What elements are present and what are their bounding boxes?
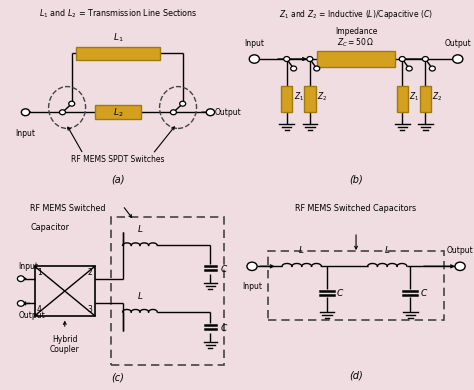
Text: Input: Input <box>16 129 36 138</box>
Text: $L_1$: $L_1$ <box>113 31 123 44</box>
Text: Hybrid
Coupler: Hybrid Coupler <box>50 335 80 354</box>
Text: 4: 4 <box>37 305 42 314</box>
Text: $Z_1$ and $Z_2$ = Inductive ($L$)/Capacitive ($C$): $Z_1$ and $Z_2$ = Inductive ($L$)/Capaci… <box>279 8 433 21</box>
Bar <box>95 105 141 119</box>
Circle shape <box>171 110 176 115</box>
Text: $Z_1$: $Z_1$ <box>409 91 419 103</box>
Circle shape <box>206 109 215 116</box>
Text: (b): (b) <box>349 175 363 184</box>
Text: $L$: $L$ <box>299 244 305 255</box>
Circle shape <box>314 66 320 71</box>
Text: (d): (d) <box>349 370 363 380</box>
Bar <box>397 86 408 112</box>
Text: 2: 2 <box>88 268 92 277</box>
Text: (a): (a) <box>111 175 125 184</box>
Text: $Z_2$: $Z_2$ <box>432 91 443 103</box>
Text: Input: Input <box>18 262 38 271</box>
Circle shape <box>284 57 290 62</box>
Text: Impedance: Impedance <box>335 27 377 35</box>
Text: $Z_C = 50\,\Omega$: $Z_C = 50\,\Omega$ <box>337 37 374 50</box>
Text: Output: Output <box>447 246 474 255</box>
Circle shape <box>429 66 435 71</box>
Text: $C$: $C$ <box>219 263 228 274</box>
Text: $L$: $L$ <box>137 223 143 234</box>
Circle shape <box>180 101 186 106</box>
Circle shape <box>18 276 24 282</box>
Text: Input: Input <box>244 39 264 48</box>
Text: $Z_2$: $Z_2$ <box>317 91 327 103</box>
Bar <box>35 266 95 316</box>
Circle shape <box>21 109 30 116</box>
Circle shape <box>247 262 257 271</box>
Text: $L_1$ and $L_2$ = Transmission Line Sections: $L_1$ and $L_2$ = Transmission Line Sect… <box>39 8 197 20</box>
Bar <box>304 86 316 112</box>
Circle shape <box>455 262 465 271</box>
Text: RF MEMS SPDT Switches: RF MEMS SPDT Switches <box>71 155 164 164</box>
Bar <box>76 47 160 60</box>
Circle shape <box>406 66 412 71</box>
Text: $C$: $C$ <box>337 287 345 298</box>
Text: $Z_1$: $Z_1$ <box>293 91 304 103</box>
Bar <box>317 51 395 67</box>
Text: Output: Output <box>445 39 471 48</box>
Text: (c): (c) <box>111 372 124 382</box>
Circle shape <box>307 57 313 62</box>
Text: Output: Output <box>215 108 242 117</box>
Text: RF MEMS Switched: RF MEMS Switched <box>30 204 106 213</box>
Circle shape <box>453 55 463 63</box>
Text: $L$: $L$ <box>384 244 391 255</box>
Text: 1: 1 <box>37 268 42 277</box>
Text: $L_2$: $L_2$ <box>113 107 123 119</box>
Text: $L$: $L$ <box>137 289 143 301</box>
Text: $C$: $C$ <box>219 322 228 333</box>
Text: RF MEMS Switched Capacitors: RF MEMS Switched Capacitors <box>295 204 417 213</box>
Text: $C$: $C$ <box>419 287 428 298</box>
Circle shape <box>249 55 259 63</box>
Text: Input: Input <box>242 282 262 291</box>
Circle shape <box>69 101 75 106</box>
Text: 3: 3 <box>88 305 92 314</box>
Circle shape <box>422 57 428 62</box>
Circle shape <box>59 110 65 115</box>
Text: Output: Output <box>18 311 46 320</box>
Circle shape <box>291 66 297 71</box>
Bar <box>281 86 292 112</box>
Circle shape <box>18 301 24 306</box>
Bar <box>419 86 431 112</box>
Circle shape <box>399 57 405 62</box>
Text: Capacitor: Capacitor <box>30 223 69 232</box>
